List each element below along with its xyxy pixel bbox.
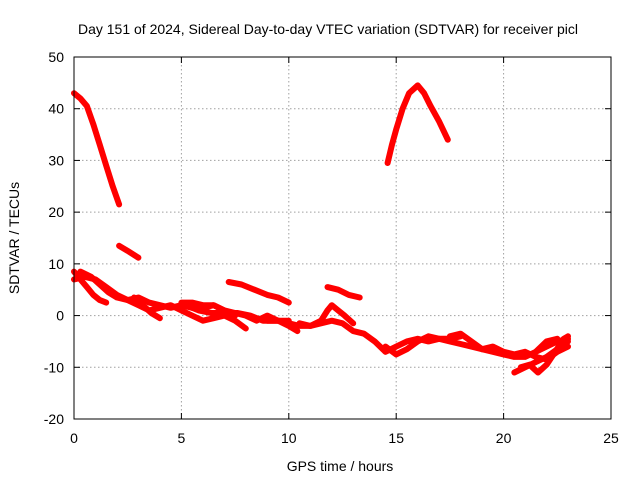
x-tick-label: 20 [496, 430, 512, 446]
y-tick-label: 30 [48, 152, 64, 168]
series-arc-10 [264, 317, 301, 335]
series-arc-3 [71, 273, 561, 360]
series-layer [71, 82, 571, 376]
x-tick-label: 25 [603, 430, 619, 446]
x-tick-label: 0 [70, 430, 78, 446]
series-arc-9 [225, 279, 292, 306]
y-tick-label: -20 [44, 411, 64, 427]
series-arc-6 [131, 294, 163, 322]
series-arc-4 [71, 268, 110, 306]
grid-layer [74, 57, 611, 419]
series-arc-2 [116, 242, 142, 261]
plot-frame [73, 56, 612, 420]
y-tick-label: -10 [44, 359, 64, 375]
y-tick-label: 50 [48, 49, 64, 65]
series-arc-14 [382, 333, 464, 358]
x-tick-label: 5 [178, 430, 186, 446]
tick-layer: 0 5 10 15 20 25 -20 -10 0 10 20 30 40 50 [44, 49, 619, 446]
x-tick-label: 10 [281, 430, 297, 446]
series-arc-5 [77, 268, 249, 332]
series-arc-13 [384, 82, 451, 166]
y-tick-label: 40 [48, 101, 64, 117]
series-arc-18 [532, 335, 571, 355]
series-arc-1 [71, 90, 123, 208]
y-tick-label: 0 [56, 308, 64, 324]
y-axis-label: SDTVAR / TECUs [6, 182, 22, 294]
series-arc-12 [324, 284, 363, 301]
y-tick-label: 10 [48, 256, 64, 272]
x-axis-label: GPS time / hours [287, 458, 394, 474]
x-tick-label: 15 [388, 430, 404, 446]
chart-title: Day 151 of 2024, Sidereal Day-to-day VTE… [78, 21, 578, 37]
series-arc-11 [296, 302, 357, 329]
y-tick-label: 20 [48, 204, 64, 220]
